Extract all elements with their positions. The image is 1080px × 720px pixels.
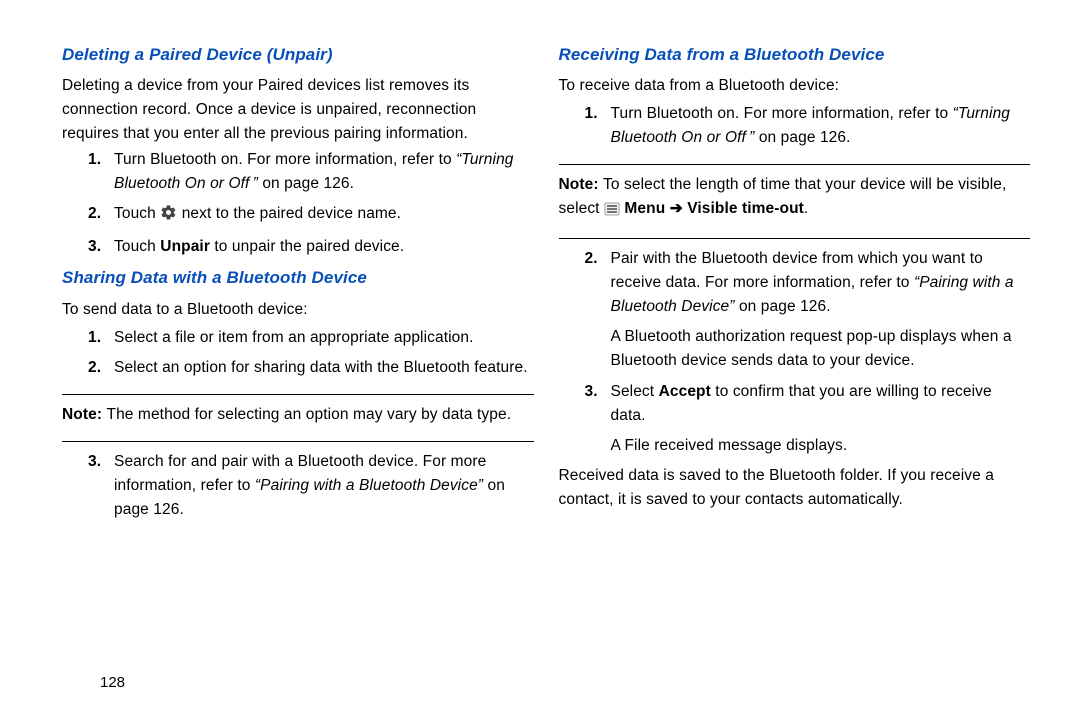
step-text: on page 126. — [754, 129, 850, 146]
step-text: next to the paired device name. — [177, 205, 401, 222]
step-text: A File received message displays. — [611, 437, 848, 454]
unpair-steps: 1. Turn Bluetooth on. For more informati… — [62, 148, 534, 259]
unpair-step-3: 3. Touch Unpair to unpair the paired dev… — [114, 235, 534, 259]
step-text: on page 126. — [735, 298, 831, 315]
menu-label: Menu — [620, 200, 665, 217]
note-rule-top — [62, 394, 534, 395]
note-body: The method for selecting an option may v… — [107, 406, 512, 423]
list-marker: 1. — [585, 102, 598, 126]
note-method-vary: Note: The method for selecting an option… — [62, 403, 534, 427]
note-rule-bottom — [62, 441, 534, 442]
sharing-steps: 1. Select a file or item from an appropr… — [62, 326, 534, 380]
list-marker: 3. — [88, 450, 101, 474]
heading-unpair: Deleting a Paired Device (Unpair) — [62, 42, 534, 68]
note-label: Note: — [62, 406, 107, 423]
list-marker: 2. — [585, 247, 598, 271]
sharing-steps-cont: 3. Search for and pair with a Bluetooth … — [62, 450, 534, 522]
note-rule-top — [559, 164, 1031, 165]
receiving-steps-cont: 2. Pair with the Bluetooth device from w… — [559, 247, 1031, 457]
receiving-intro: To receive data from a Bluetooth device: — [559, 74, 1031, 98]
receiving-outro: Received data is saved to the Bluetooth … — [559, 464, 1031, 512]
menu-icon — [604, 200, 620, 224]
list-marker: 3. — [88, 235, 101, 259]
unpair-step-1: 1. Turn Bluetooth on. For more informati… — [114, 148, 534, 196]
step-text: Select an option for sharing data with t… — [114, 359, 528, 376]
receiving-step-1: 1. Turn Bluetooth on. For more informati… — [611, 102, 1031, 150]
gear-icon — [160, 204, 177, 229]
step-text: A Bluetooth authorization request pop-up… — [611, 328, 1012, 369]
cross-ref: “Pairing with a Bluetooth Device” — [255, 477, 483, 494]
list-marker: 1. — [88, 148, 101, 172]
note-label: Note: — [559, 176, 604, 193]
step-text: to unpair the paired device. — [210, 238, 404, 255]
visible-timeout-label: Visible time-out — [687, 200, 804, 217]
left-column: Deleting a Paired Device (Unpair) Deleti… — [62, 40, 534, 528]
heading-sharing: Sharing Data with a Bluetooth Device — [62, 265, 534, 291]
unpair-label: Unpair — [160, 238, 210, 255]
sharing-intro: To send data to a Bluetooth device: — [62, 298, 534, 322]
unpair-step-2: 2. Touch next to the paired device name. — [114, 202, 534, 229]
heading-receiving: Receiving Data from a Bluetooth Device — [559, 42, 1031, 68]
step-text: Touch — [114, 205, 160, 222]
note-rule-bottom — [559, 238, 1031, 239]
list-marker: 1. — [88, 326, 101, 350]
step-text: Turn Bluetooth on. For more information,… — [611, 105, 953, 122]
step-text: on page 126. — [258, 175, 354, 192]
note-end: . — [804, 200, 808, 217]
sharing-step-1: 1. Select a file or item from an appropr… — [114, 326, 534, 350]
list-marker: 2. — [88, 202, 101, 226]
step-text: Select — [611, 383, 659, 400]
note-visible-timeout: Note: To select the length of time that … — [559, 173, 1031, 224]
accept-label: Accept — [659, 383, 711, 400]
arrow-icon: ➔ — [665, 200, 687, 217]
page-number: 128 — [100, 674, 125, 691]
receiving-steps: 1. Turn Bluetooth on. For more informati… — [559, 102, 1031, 150]
step-text: Touch — [114, 238, 160, 255]
sharing-step-3: 3. Search for and pair with a Bluetooth … — [114, 450, 534, 522]
unpair-intro: Deleting a device from your Paired devic… — [62, 74, 534, 146]
step-text: Select a file or item from an appropriat… — [114, 329, 474, 346]
right-column: Receiving Data from a Bluetooth Device T… — [559, 40, 1031, 528]
sharing-step-2: 2. Select an option for sharing data wit… — [114, 356, 534, 380]
list-marker: 2. — [88, 356, 101, 380]
step-text: Turn Bluetooth on. For more information,… — [114, 151, 456, 168]
list-marker: 3. — [585, 380, 598, 404]
receiving-step-3: 3. Select Accept to confirm that you are… — [611, 380, 1031, 458]
manual-page: Deleting a Paired Device (Unpair) Deleti… — [0, 0, 1080, 548]
receiving-step-2: 2. Pair with the Bluetooth device from w… — [611, 247, 1031, 373]
